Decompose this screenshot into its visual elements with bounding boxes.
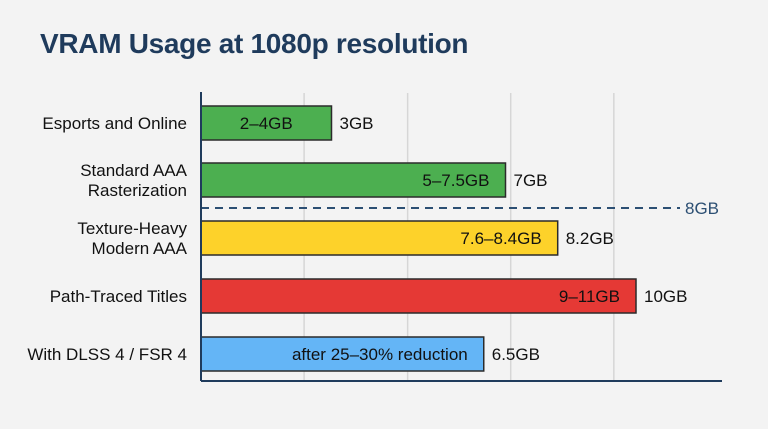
- category-label: Esports and Online: [42, 114, 187, 133]
- bar-value-label: 10GB: [644, 287, 687, 306]
- category-label: Rasterization: [88, 181, 187, 200]
- bar: [200, 336, 485, 372]
- bar-range-label: 9–11GB: [559, 287, 620, 306]
- category-label: Path-Traced Titles: [50, 287, 187, 306]
- bar-value-label: 8.2GB: [566, 229, 614, 248]
- bar-range-label: after 25–30% reduction: [292, 345, 468, 364]
- reference-line-label: 8GB: [685, 199, 719, 218]
- category-label: With DLSS 4 / FSR 4: [27, 345, 187, 364]
- chart-title: VRAM Usage at 1080p resolution: [40, 28, 469, 59]
- category-label: Modern AAA: [92, 239, 188, 258]
- category-label: Texture-Heavy: [77, 219, 187, 238]
- bar-range-label: 2–4GB: [240, 114, 293, 133]
- bar-value-label: 6.5GB: [492, 345, 540, 364]
- category-label: Standard AAA: [80, 161, 187, 180]
- bar: [200, 220, 559, 256]
- bar-range-label: 7.6–8.4GB: [460, 229, 541, 248]
- bar-value-label: 7GB: [514, 171, 548, 190]
- bar: [200, 162, 507, 198]
- bar-range-label: 5–7.5GB: [422, 171, 489, 190]
- bar-value-label: 3GB: [340, 114, 374, 133]
